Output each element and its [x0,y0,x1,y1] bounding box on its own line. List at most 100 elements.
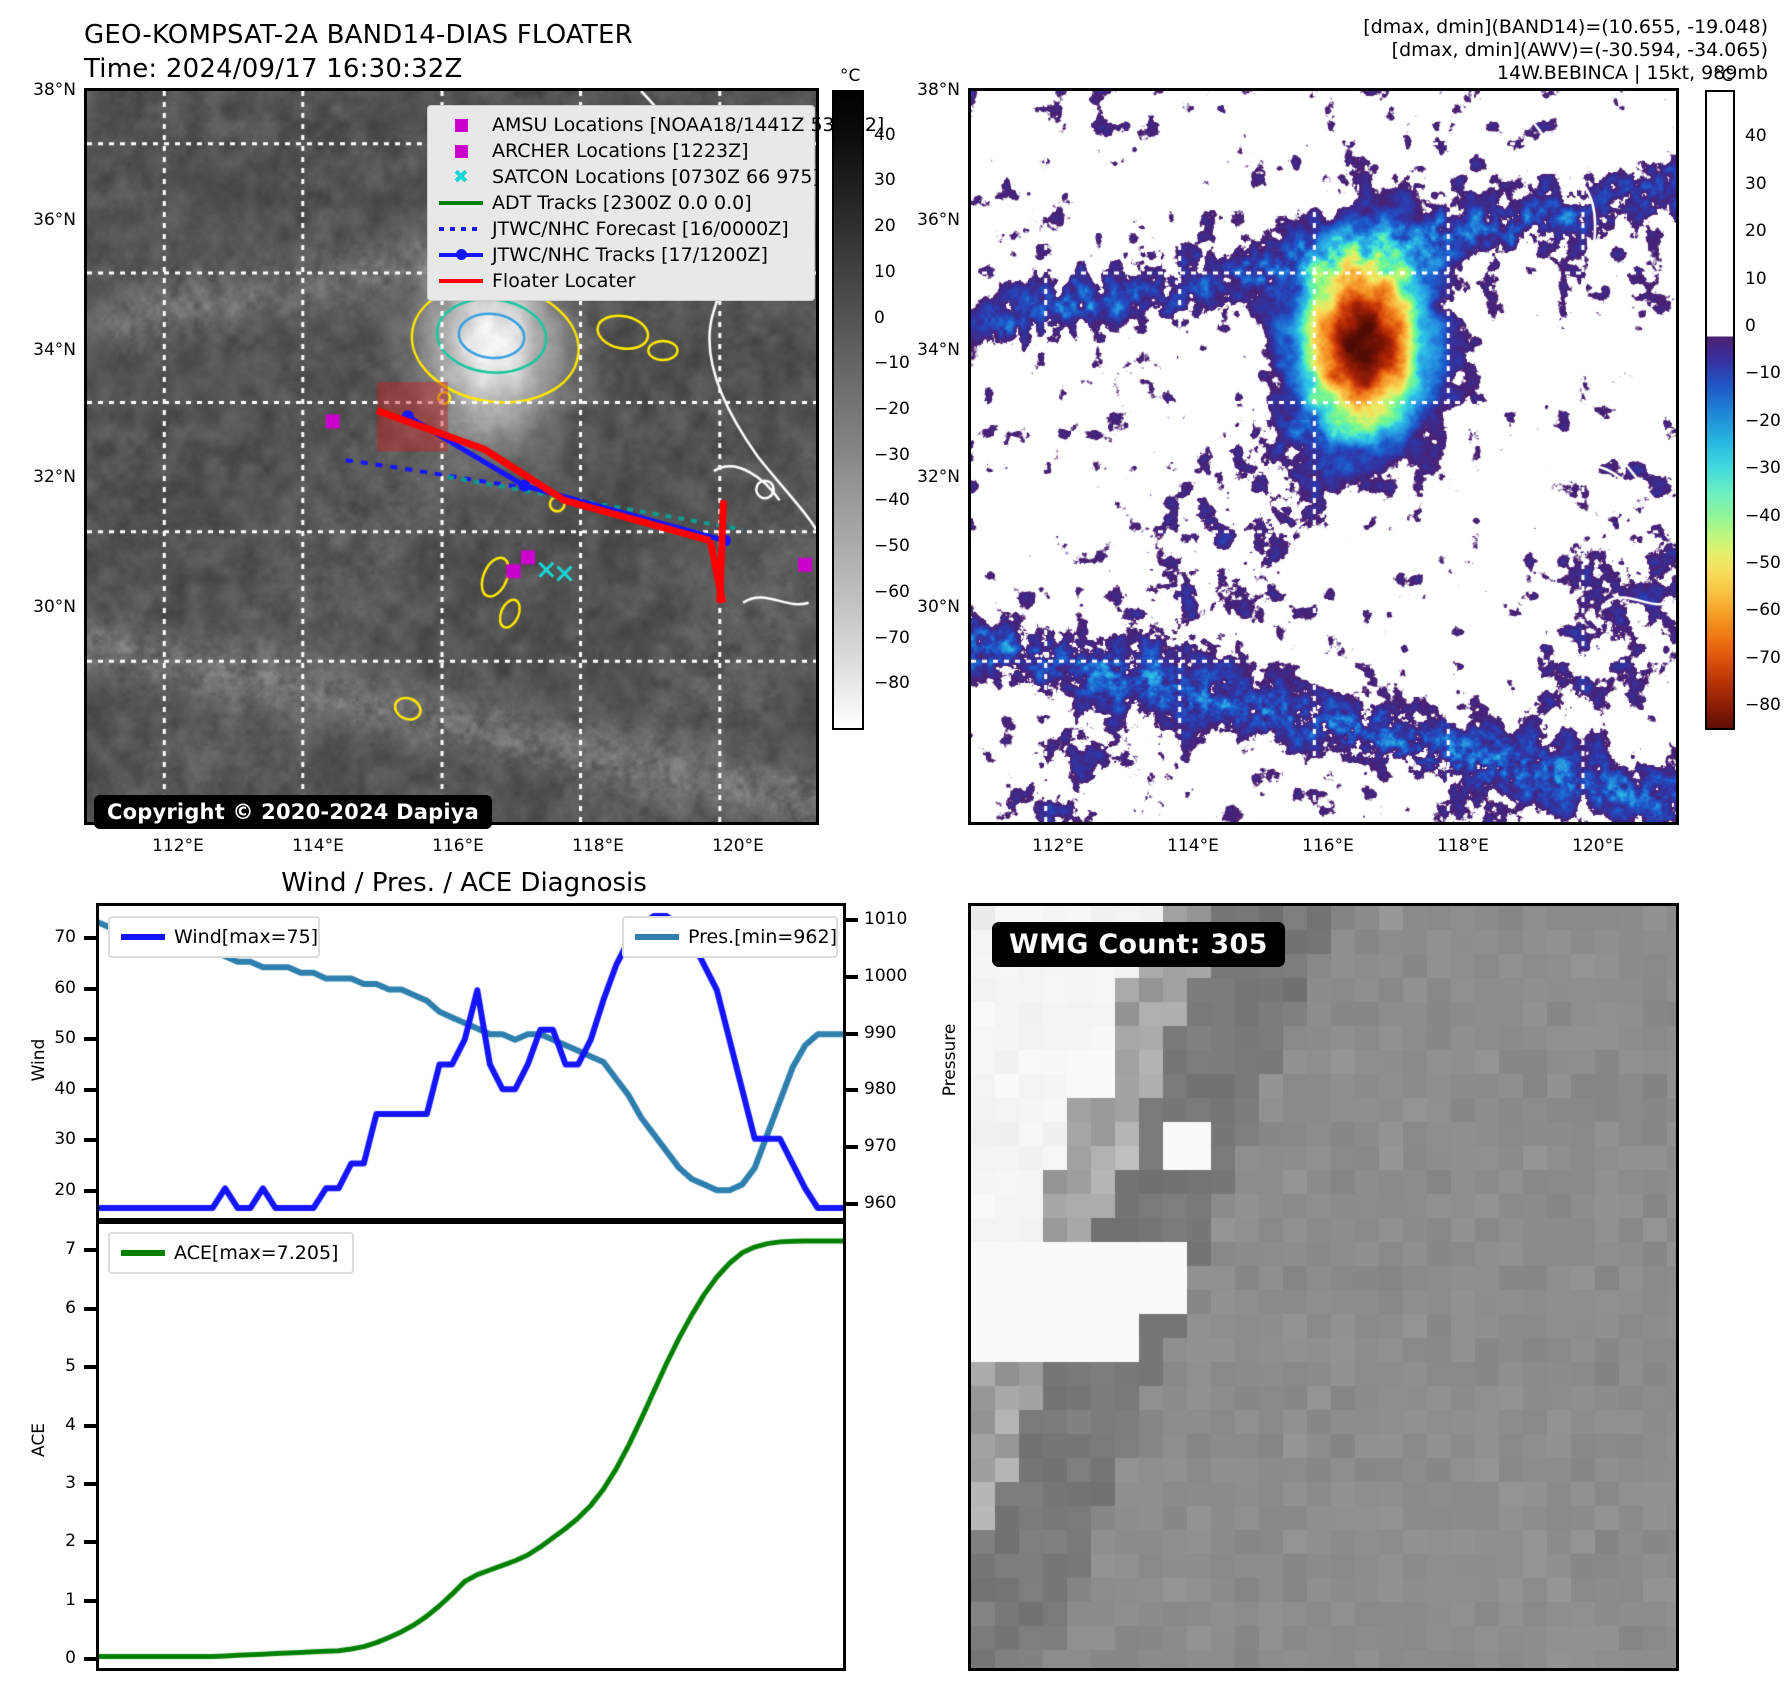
legend-label: SATCON Locations [0730Z 66 975] [492,166,820,188]
colorbar-tick-label: −30 [1745,458,1781,479]
legend-item-jtwc-tracks[interactable]: JTWC/NHC Tracks [17/1200Z] [438,242,804,268]
axis-tick-label: 3 [65,1472,76,1493]
wind-series-legend[interactable]: Wind[max=75] [108,916,320,958]
legend-item-pressure[interactable]: Pres.[min=962] [634,924,837,950]
green-line-icon [438,201,484,205]
legend-label: ACE[max=7.205] [174,1242,339,1264]
title-line-1: GEO-KOMPSAT-2A BAND14-DIAS FLOATER [84,20,633,50]
legend-label: ARCHER Locations [1223Z] [492,140,749,162]
awv-lon-tick-4: 120°E [1572,836,1624,856]
awv-lon-tick-1: 114°E [1167,836,1219,856]
legend-item-archer[interactable]: ARCHER Locations [1223Z] [438,138,804,164]
legend-item-wind[interactable]: Wind[max=75] [120,924,318,950]
axis-tick [84,1188,96,1193]
axis-tick-label: 0 [65,1648,76,1669]
axis-tick [84,936,96,941]
ir-colorbar-unit: °C [840,66,861,86]
axis-tick-label: 2 [65,1531,76,1552]
legend-item-satcon[interactable]: ✖ SATCON Locations [0730Z 66 975] [438,164,820,190]
green-line-icon [120,1250,166,1256]
ir-lat-tick-2: 34°N [33,340,76,360]
axis-tick [84,986,96,991]
legend-label: Floater Locater [492,270,636,292]
axis-tick [846,918,858,923]
ir-lon-tick-0: 112°E [152,836,204,856]
axis-tick [846,1031,858,1036]
awv-lat-tick-2: 34°N [917,340,960,360]
ace-plot[interactable] [96,1221,846,1671]
legend-item-jtwc-forecast[interactable]: JTWC/NHC Forecast [16/0000Z] [438,216,804,242]
axis-tick [846,1201,858,1206]
colorbar-tick-label: −20 [874,399,910,419]
ir-lat-tick-0: 38°N [33,80,76,100]
axis-tick [84,1248,96,1253]
axis-tick [84,1138,96,1143]
cyan-x-icon: ✖ [453,165,469,188]
colorbar-tick-label: −10 [1745,363,1781,384]
awv-enhanced-map[interactable] [968,88,1679,825]
ir-lat-tick-4: 30°N [33,597,76,617]
colorbar-tick-label: −80 [1745,695,1781,716]
teal-line-icon [634,934,680,940]
legend-item-adt-tracks[interactable]: ADT Tracks [2300Z 0.0 0.0] [438,190,804,216]
axis-tick-label: 40 [54,1078,76,1099]
awv-lon-tick-3: 118°E [1437,836,1489,856]
axis-tick-label: 1000 [864,965,908,986]
axis-tick [84,1037,96,1042]
legend-label: JTWC/NHC Forecast [16/0000Z] [492,218,789,240]
dmax-dmin-band14: [dmax, dmin](BAND14)=(10.655, -19.048) [1363,16,1768,38]
legend-label: ADT Tracks [2300Z 0.0 0.0] [492,192,752,214]
red-line-icon [438,279,484,283]
ir-lat-tick-3: 32°N [33,467,76,487]
colorbar-tick-label: −40 [874,490,910,511]
axis-tick-label: 990 [864,1022,897,1043]
title-line-2: Time: 2024/09/17 16:30:32Z [84,54,463,84]
colorbar-tick-label: 20 [874,216,896,237]
wmg-zoom-map[interactable] [968,903,1679,1671]
axis-tick [84,1481,96,1486]
blue-dotted-line-icon [438,227,484,231]
pressure-series-legend[interactable]: Pres.[min=962] [622,916,838,958]
legend-item-amsu[interactable]: AMSU Locations [NOAA18/1441Z 53 982] [438,112,884,138]
awv-lon-tick-0: 112°E [1032,836,1084,856]
axis-tick-label: 970 [864,1136,897,1157]
legend-label: Pres.[min=962] [688,926,837,948]
axis-tick [84,1657,96,1662]
blue-line-icon [120,934,166,940]
axis-tick [84,1365,96,1370]
ir-lon-tick-2: 116°E [432,836,484,856]
wmg-count-badge: WMG Count: 305 [992,922,1285,967]
colorbar-tick-label: 30 [1745,173,1767,194]
legend-item-floater-locater[interactable]: Floater Locater [438,268,804,294]
dmax-dmin-awv: [dmax, dmin](AWV)=(-30.594, -34.065) [1391,39,1768,61]
axis-tick-label: 1010 [864,909,908,930]
colorbar-tick-label: 10 [1745,268,1767,289]
colorbar-tick-label: −80 [874,673,910,694]
axis-tick-label: 960 [864,1192,897,1213]
colorbar-tick-label: −70 [874,627,910,648]
axis-tick [846,1088,858,1093]
awv-lat-tick-4: 30°N [917,597,960,617]
axis-tick [84,1306,96,1311]
colorbar-tick-label: −60 [874,581,910,602]
colorbar-tick-label: 0 [874,307,885,328]
legend-item-ace[interactable]: ACE[max=7.205] [120,1240,342,1266]
axis-tick [84,1598,96,1603]
axis-tick-label: 1 [65,1589,76,1610]
awv-colorbar[interactable] [1705,90,1735,730]
legend-label: JTWC/NHC Tracks [17/1200Z] [492,244,768,266]
colorbar-tick-label: −70 [1745,647,1781,668]
colorbar-tick-label: −60 [1745,600,1781,621]
ir-map-legend[interactable]: AMSU Locations [NOAA18/1441Z 53 982] ARC… [427,105,884,301]
colorbar-tick-label: −50 [874,536,910,557]
ir-colorbar[interactable] [832,90,864,730]
copyright-badge: Copyright © 2020-2024 Dapiya [94,795,492,829]
axis-tick [846,1145,858,1150]
axis-tick-label: 60 [54,977,76,998]
ace-series-legend[interactable]: ACE[max=7.205] [108,1232,354,1274]
axis-tick-label: 980 [864,1079,897,1100]
axis-tick-label: 20 [54,1179,76,1200]
colorbar-tick-label: −50 [1745,553,1781,574]
axis-tick [84,1087,96,1092]
awv-lon-tick-2: 116°E [1302,836,1354,856]
